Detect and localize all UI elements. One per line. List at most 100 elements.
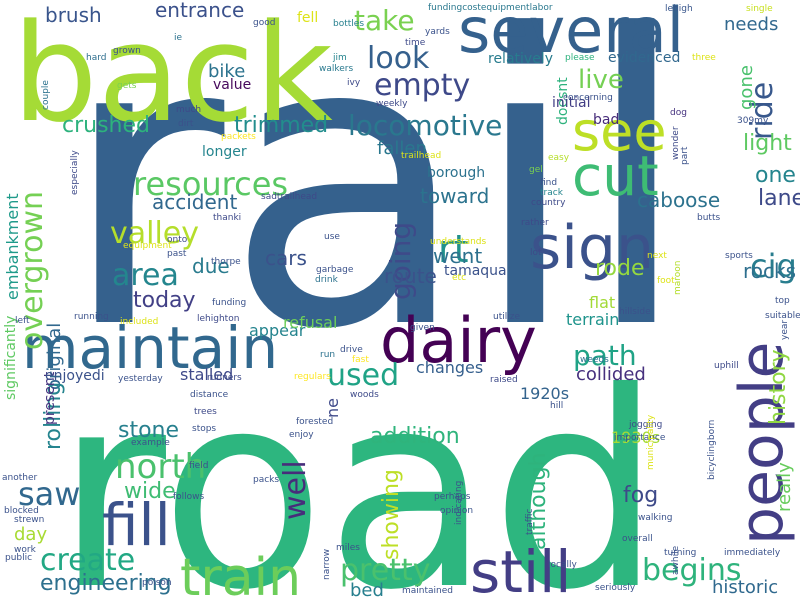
cloud-word: dairy: [380, 304, 537, 377]
cloud-word: locally: [548, 560, 577, 570]
cloud-word: empty: [374, 68, 470, 103]
cloud-word: see: [572, 100, 667, 163]
cloud-word: running: [74, 312, 109, 322]
cloud-word: back: [12, 0, 333, 152]
cloud-word: grown: [113, 46, 141, 56]
cloud-word: borough: [427, 165, 485, 181]
cloud-word: rt: [438, 227, 469, 271]
cloud-word: municipality: [646, 414, 656, 470]
cloud-word: live: [578, 65, 624, 95]
cloud-word: drink: [315, 275, 339, 285]
cloud-word: hillside: [619, 307, 651, 317]
cloud-word: train: [180, 548, 301, 600]
cloud-word: bike: [208, 61, 245, 82]
cloud-word: fundingcostequipmentlabor: [428, 3, 553, 13]
cloud-word: north: [115, 447, 206, 487]
cloud-word: sports: [725, 251, 753, 261]
cloud-word: onto: [167, 235, 188, 245]
cloud-word: understands: [430, 237, 487, 247]
cloud-word: use: [324, 232, 340, 242]
cloud-word: present: [42, 371, 58, 425]
cloud-word: follows: [173, 492, 205, 502]
cloud-word: sadtrailhead: [261, 192, 317, 202]
cloud-word: awhile: [671, 545, 681, 575]
cloud-word: top: [775, 296, 790, 306]
cloud-word: run: [320, 350, 335, 360]
cloud-word: gone: [736, 65, 757, 110]
cloud-word: hill: [550, 401, 563, 411]
cloud-word: cig: [750, 247, 797, 285]
cloud-word: distance: [190, 390, 229, 400]
cloud-word: showing: [379, 469, 404, 560]
cloud-word: trimmed: [234, 113, 328, 138]
cloud-word: gets: [117, 81, 137, 91]
cloud-word: saw: [18, 475, 80, 513]
cloud-word: stalled: [180, 365, 233, 384]
cloud-word: find: [540, 178, 557, 188]
cloud-word: 309my: [737, 116, 769, 126]
cloud-word: year: [780, 320, 790, 340]
cloud-word: rather: [521, 218, 549, 228]
cloud-word: longer: [202, 144, 247, 160]
cloud-word: path: [573, 339, 637, 372]
cloud-word: woods: [350, 390, 379, 400]
cloud-word: enjoy: [289, 430, 314, 440]
cloud-word: sign: [530, 213, 654, 283]
cloud-word: relatively: [488, 51, 553, 67]
cloud-word: part: [680, 146, 690, 165]
cloud-word: rolling: [41, 382, 66, 450]
cloud-word: ivy: [347, 78, 361, 88]
cloud-word: fell: [297, 10, 318, 26]
cloud-word: tamaqua: [444, 263, 507, 279]
cloud-word: history: [766, 349, 791, 425]
cloud-word: flat: [589, 293, 615, 312]
cloud-word: time: [405, 38, 426, 48]
cloud-word: dirt: [178, 119, 194, 129]
cloud-word: strewn: [14, 515, 44, 525]
cloud-word: needs: [724, 14, 778, 35]
cloud-word: bicyclingborn: [707, 420, 717, 480]
cloud-word: light: [743, 131, 792, 156]
cloud-word: doesnt: [555, 77, 571, 125]
cloud-word: perhaps: [434, 492, 471, 502]
cloud-word: please: [565, 53, 595, 63]
cloud-word: indicating: [454, 481, 464, 525]
cloud-word: crushed: [62, 113, 150, 138]
cloud-word: gel: [529, 165, 543, 175]
cloud-word: hard: [86, 53, 106, 63]
cloud-word: one: [755, 163, 796, 188]
cloud-word: next: [647, 251, 667, 261]
cloud-word: concerning: [563, 93, 613, 103]
cloud-word: appear: [249, 321, 306, 340]
cloud-word: importance: [614, 433, 666, 443]
cloud-word: yesterday: [118, 374, 163, 384]
cloud-word: especially: [70, 150, 80, 195]
cloud-word: value: [213, 77, 251, 93]
cloud-word: wide: [124, 479, 176, 504]
cloud-word: country: [531, 198, 566, 208]
cloud-word: pretty: [340, 553, 430, 588]
cloud-word: uphill: [714, 361, 739, 371]
cloud-word: lehighton: [197, 314, 239, 324]
cloud-word: stone: [118, 418, 179, 443]
cloud-word: rocks: [743, 259, 796, 283]
cloud-word: original: [44, 323, 65, 390]
cloud-word: ne: [323, 398, 342, 418]
cloud-word: resources: [133, 165, 288, 203]
cloud-word: caboose: [637, 188, 720, 212]
cloud-word: thanki: [213, 213, 241, 223]
cloud-word: today: [133, 288, 196, 313]
cloud-word: traffic: [525, 509, 535, 535]
cloud-word: accident: [152, 190, 237, 214]
cloud-word: initial: [552, 95, 591, 111]
cloud-word: rail: [60, 0, 692, 417]
cloud-word: good: [253, 18, 275, 28]
cloud-word: suitable: [765, 311, 800, 321]
cloud-word: field: [189, 461, 208, 471]
cloud-word: valley: [110, 216, 199, 251]
cloud-word: toward: [420, 184, 489, 208]
cloud-word: lane: [758, 186, 800, 211]
cloud-word: example: [131, 438, 170, 448]
cloud-word: seriously: [595, 583, 636, 593]
